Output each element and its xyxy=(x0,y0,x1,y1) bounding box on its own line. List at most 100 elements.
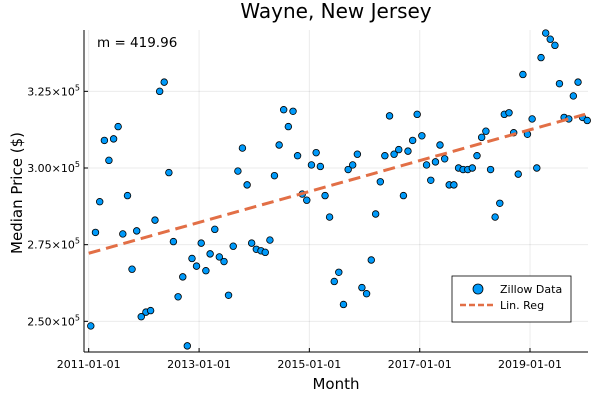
data-point xyxy=(408,136,417,145)
data-point xyxy=(183,342,192,350)
x-tick-label: 2013-01-01 xyxy=(167,358,231,371)
data-point xyxy=(491,213,499,221)
data-point xyxy=(450,181,458,189)
data-point xyxy=(266,236,274,244)
data-point xyxy=(555,79,564,88)
regression-line xyxy=(88,112,586,255)
data-point xyxy=(215,253,224,261)
data-point xyxy=(197,239,205,247)
data-point xyxy=(303,196,311,204)
slope-annotation: m = 419.96 xyxy=(97,35,177,51)
data-point xyxy=(418,132,426,140)
data-point xyxy=(546,35,554,43)
legend-label-zillow-data: Zillow Data xyxy=(500,283,562,296)
data-point xyxy=(96,198,104,206)
data-point xyxy=(100,136,109,145)
data-point xyxy=(284,122,293,131)
data-point xyxy=(427,176,435,184)
y-tick-label: 2.75×105 xyxy=(27,237,80,252)
data-point xyxy=(385,112,394,120)
data-point xyxy=(505,109,513,117)
data-point xyxy=(275,141,283,149)
data-point xyxy=(404,147,412,155)
data-point xyxy=(146,306,155,315)
data-point xyxy=(169,237,178,246)
data-point xyxy=(468,164,477,172)
data-point xyxy=(477,133,486,142)
data-point xyxy=(234,167,242,175)
data-point xyxy=(109,135,118,143)
gridlines xyxy=(84,30,588,352)
y-tick-label: 3.25×105 xyxy=(27,83,80,98)
data-point xyxy=(436,141,444,149)
data-point xyxy=(569,92,578,100)
data-point xyxy=(395,145,403,154)
data-point xyxy=(155,87,164,96)
data-point xyxy=(335,268,343,276)
data-point xyxy=(390,150,398,158)
data-point xyxy=(165,168,173,177)
data-point xyxy=(542,29,550,37)
data-point xyxy=(583,116,591,125)
data-point xyxy=(431,158,440,166)
data-point xyxy=(151,216,159,224)
data-point xyxy=(353,150,362,158)
data-point xyxy=(325,213,334,221)
y-tick-label: 2.50×105 xyxy=(27,313,80,328)
data-point xyxy=(496,199,504,207)
data-point xyxy=(105,156,113,165)
legend-label-lin-reg: Lin. Reg xyxy=(500,299,544,312)
data-point xyxy=(279,106,288,114)
data-point xyxy=(293,152,302,160)
data-point xyxy=(528,115,536,123)
data-point xyxy=(243,181,251,189)
data-point xyxy=(486,165,495,174)
data-point xyxy=(238,144,247,152)
data-point xyxy=(289,107,297,115)
y-tick-label: 3.00×105 xyxy=(27,160,80,175)
data-point xyxy=(119,230,127,238)
data-point xyxy=(188,254,196,263)
data-point xyxy=(473,152,481,160)
x-tick-label: 2017-01-01 xyxy=(388,358,452,371)
data-point xyxy=(440,155,449,163)
data-point xyxy=(376,178,385,186)
data-point xyxy=(220,257,228,266)
legend-box xyxy=(451,275,572,323)
y-axis-ticks: 2.50×105 2.75×105 3.00×105 3.25×105 xyxy=(27,83,88,328)
data-point xyxy=(533,164,541,172)
x-tick-label: 2019-01-01 xyxy=(498,358,562,371)
y-axis-label: Median Price ($) xyxy=(8,132,26,254)
data-point xyxy=(270,171,279,180)
data-point xyxy=(160,78,168,86)
scatter-points xyxy=(87,29,591,350)
data-point xyxy=(91,228,100,237)
data-point xyxy=(229,242,237,250)
data-point xyxy=(123,191,132,200)
data-point xyxy=(307,161,316,169)
data-point xyxy=(192,262,201,270)
data-point xyxy=(87,322,95,330)
data-point xyxy=(537,53,545,62)
data-point xyxy=(519,70,527,79)
data-point xyxy=(137,313,145,321)
data-point xyxy=(399,191,408,200)
data-point xyxy=(514,170,522,178)
data-point xyxy=(422,161,431,169)
data-point xyxy=(344,165,352,174)
legend-marker-zillow-data xyxy=(472,283,484,295)
data-point xyxy=(247,239,256,247)
data-point xyxy=(482,127,490,135)
data-point xyxy=(211,225,219,234)
data-point xyxy=(174,293,182,301)
data-point xyxy=(551,41,559,50)
data-point xyxy=(413,110,421,119)
data-point xyxy=(261,248,269,257)
data-point xyxy=(381,152,389,160)
data-point xyxy=(114,122,122,131)
data-point xyxy=(316,162,325,171)
data-point xyxy=(362,290,371,298)
